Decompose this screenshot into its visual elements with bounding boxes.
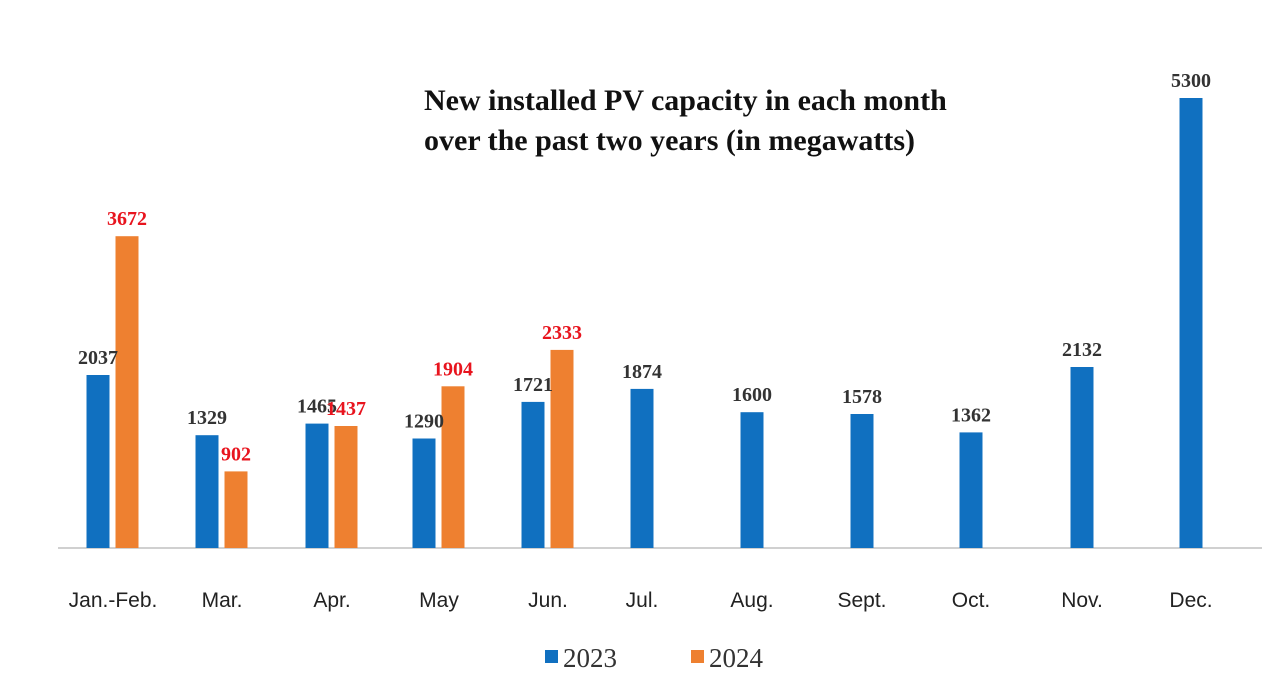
chart-title-line-1: New installed PV capacity in each month (424, 84, 947, 117)
bar-2024-4 (441, 386, 465, 548)
bar-2023-7 (740, 412, 764, 548)
value-label-2023-4: 1290 (404, 411, 444, 433)
chart-title-line-2: over the past two years (in megawatts) (424, 124, 915, 157)
value-label-2024-5: 2333 (542, 322, 582, 344)
value-label-2023-10: 2132 (1062, 339, 1102, 361)
bar-2024-3 (334, 426, 358, 548)
value-label-2023-3: 1465 (297, 396, 337, 418)
bar-2024-2 (224, 471, 248, 548)
category-label-11: Dec. (1169, 589, 1212, 612)
value-label-2024-1: 3672 (107, 208, 147, 230)
bar-2023-4 (412, 438, 436, 548)
category-label-6: Jul. (626, 589, 659, 612)
bar-2023-3 (305, 423, 329, 548)
value-label-2023-8: 1578 (842, 386, 882, 408)
bar-2023-2 (195, 435, 219, 548)
legend-label-2024: 2024 (709, 643, 764, 673)
category-label-7: Aug. (730, 589, 773, 612)
value-label-2024-3: 1437 (326, 398, 366, 420)
category-label-10: Nov. (1061, 589, 1103, 612)
value-label-2024-4: 1904 (433, 358, 473, 380)
legend: 2023 2024 (545, 643, 764, 673)
category-labels-group: Jan.-Feb. Mar. Apr. May Jun. Jul. Aug. Sept. Oct… (69, 589, 1213, 612)
value-label-2023-6: 1874 (622, 361, 662, 383)
category-label-1: Jan.-Feb. (69, 589, 158, 612)
legend-swatch-2024 (691, 650, 704, 663)
value-label-2023-2: 1329 (187, 407, 227, 429)
bar-2023-1 (86, 375, 110, 548)
bar-2023-6 (630, 388, 654, 548)
bar-2024-5 (550, 349, 574, 548)
bar-2023-10 (1070, 367, 1094, 548)
legend-swatch-2023 (545, 650, 558, 663)
bars-group (86, 98, 1203, 548)
bar-2023-8 (850, 414, 874, 548)
value-label-2023-7: 1600 (732, 384, 772, 406)
value-label-2023-9: 1362 (951, 404, 991, 426)
value-label-2024-2: 902 (221, 443, 251, 465)
bar-2023-5 (521, 401, 545, 548)
value-label-2023-11: 5300 (1171, 70, 1211, 92)
category-label-5: Jun. (528, 589, 568, 612)
bar-2024-1 (115, 236, 139, 548)
category-label-9: Oct. (952, 589, 991, 612)
value-label-2023-1: 2037 (78, 347, 118, 369)
legend-label-2023: 2023 (563, 643, 617, 673)
category-label-2: Mar. (202, 589, 243, 612)
value-label-2023-5: 1721 (513, 374, 553, 396)
category-label-4: May (419, 589, 459, 612)
bar-2023-11 (1179, 98, 1203, 548)
bar-2023-9 (959, 432, 983, 548)
category-label-3: Apr. (313, 589, 350, 612)
category-label-8: Sept. (837, 589, 886, 612)
